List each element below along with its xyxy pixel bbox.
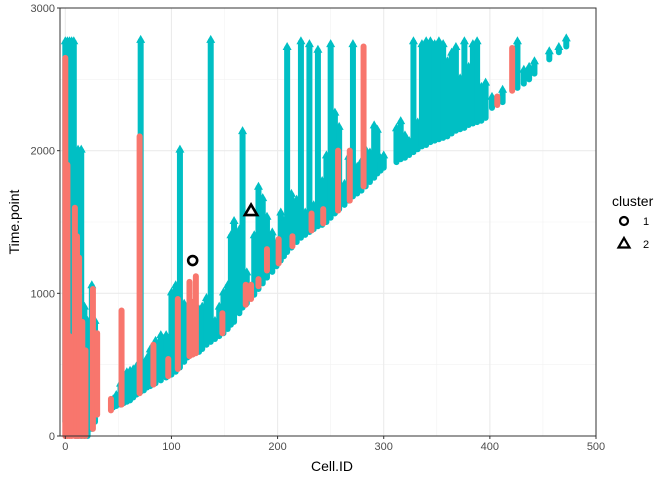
triangle-marker-cap (425, 36, 435, 45)
triangle-marker-cap (379, 150, 389, 159)
triangle-marker-cap (529, 56, 539, 65)
data-layer (60, 33, 571, 439)
y-tick-labels: 0 1000 2000 3000 (31, 3, 55, 443)
triangle-marker-cap (286, 188, 296, 197)
triangle-marker-cap (296, 36, 306, 45)
triangle-marker-cap (276, 207, 286, 216)
triangle-marker-cap (472, 36, 482, 45)
x-tick-label: 200 (268, 441, 286, 453)
axis-ticks (57, 7, 597, 439)
y-tick-label: 0 (49, 431, 55, 443)
highlight-point-cluster-2 (242, 202, 260, 217)
triangle-marker-cap (229, 216, 239, 224)
triangle-marker-cap (242, 267, 252, 276)
highlight-point-cluster-1 (186, 254, 199, 267)
triangle-marker-cap (238, 126, 248, 135)
y-axis-title: Time.point (6, 189, 22, 254)
x-tick-label: 100 (162, 441, 180, 453)
triangle-marker-cap (76, 144, 86, 153)
x-tick-label: 300 (375, 441, 393, 453)
triangle-marker-cap (408, 36, 418, 45)
triangle-marker-cap (519, 64, 529, 73)
triangle-marker-cap (267, 227, 277, 236)
triangle-marker-cap (498, 84, 508, 93)
triangle-marker-cap (69, 36, 79, 45)
panel-border (59, 7, 597, 437)
triangle-marker-cap (87, 280, 97, 289)
triangle-marker-cap (544, 46, 554, 55)
triangle-marker-cap (304, 39, 314, 48)
legend-key-triangle (616, 235, 632, 249)
legend-title: cluster (612, 193, 654, 209)
triangle-marker-cap (481, 77, 491, 86)
triangle-marker-cap (451, 41, 461, 50)
x-tick-label: 500 (587, 441, 605, 453)
triangle-marker-cap (334, 121, 344, 130)
triangle-marker-cap (487, 91, 497, 100)
triangle-marker-cap (561, 33, 571, 42)
x-tick-label: 400 (481, 441, 499, 453)
triangle-marker-cap (348, 39, 358, 48)
triangle-marker-cap (459, 36, 469, 45)
triangle-marker-cap (282, 41, 292, 50)
triangle-marker-cap (400, 130, 410, 139)
triangle-marker-cap (372, 124, 382, 133)
y-tick-label: 3000 (31, 3, 55, 15)
legend-label-2: 2 (643, 239, 649, 251)
highlight-layer (186, 202, 260, 267)
triangle-marker-cap (434, 36, 444, 45)
triangle-marker-cap (396, 116, 406, 125)
triangle-marker-cap (326, 39, 336, 48)
x-axis-title: Cell.ID (311, 458, 353, 474)
triangle-marker-cap (175, 144, 185, 153)
y-tick-label: 2000 (31, 146, 55, 158)
triangle-marker-cap (179, 298, 189, 307)
triangle-marker-cap (258, 193, 268, 202)
triangle-marker-cap (512, 36, 522, 45)
legend-key-circle (618, 215, 630, 227)
legend: cluster 1 2 (612, 193, 654, 251)
triangle-marker-cap (206, 34, 216, 43)
triangle-marker-cap (313, 44, 323, 53)
triangle-marker-cap (438, 39, 448, 48)
triangle-marker-cap (262, 211, 272, 220)
x-tick-label: 0 (62, 441, 68, 453)
triangle-marker-cap (330, 107, 340, 116)
triangle-marker-cap (136, 34, 146, 43)
triangle-marker-cap (161, 330, 171, 339)
triangle-marker-cap (253, 181, 263, 190)
triangle-marker-cap (524, 61, 534, 70)
y-tick-label: 1000 (31, 288, 55, 300)
triangle-marker-cap (79, 301, 89, 310)
legend-label-1: 1 (643, 216, 649, 228)
triangle-marker-cap (554, 41, 564, 50)
x-tick-labels: 0 100 200 300 400 500 (62, 441, 605, 453)
